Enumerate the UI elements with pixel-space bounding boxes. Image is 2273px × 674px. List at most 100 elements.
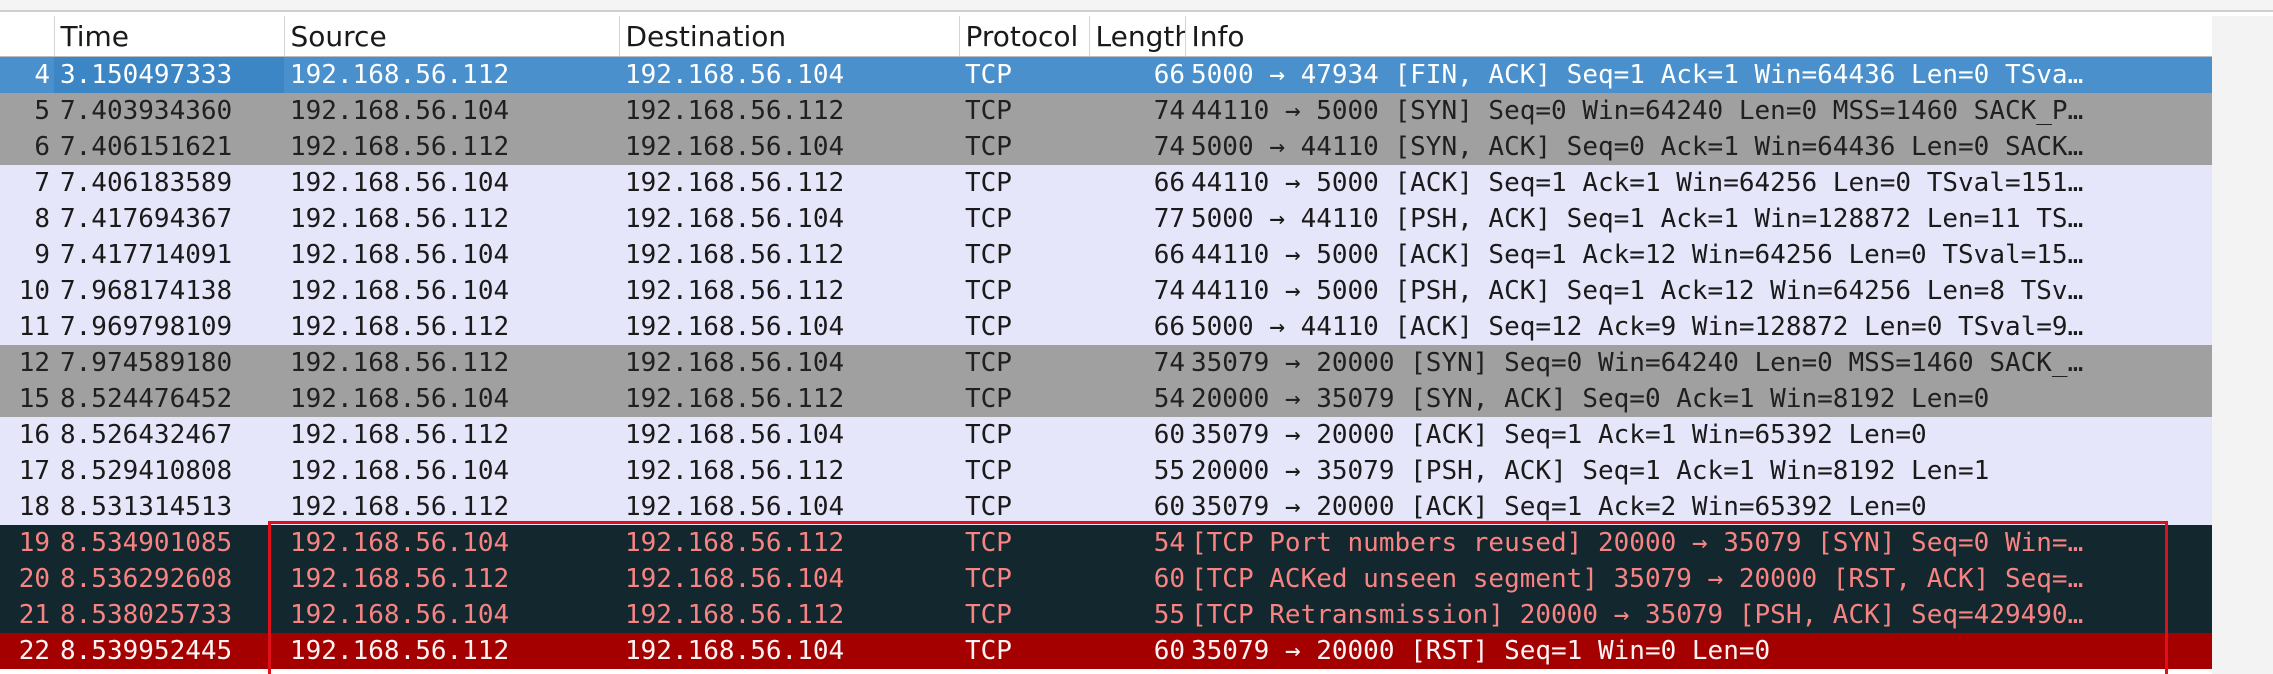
packet-source: 192.168.56.104 bbox=[284, 237, 619, 273]
packet-info: 35079 → 20000 [ACK] Seq=1 Ack=2 Win=6539… bbox=[1185, 489, 2212, 525]
packet-number: 12 bbox=[0, 345, 54, 381]
packet-info: 20000 → 35079 [PSH, ACK] Seq=1 Ack=1 Win… bbox=[1185, 453, 2212, 489]
packet-length: 54 bbox=[1089, 525, 1185, 561]
packet-time: 8.534901085 bbox=[54, 525, 284, 561]
packet-protocol: TCP bbox=[959, 56, 1089, 93]
packet-protocol: TCP bbox=[959, 165, 1089, 201]
packet-number: 15 bbox=[0, 381, 54, 417]
packet-time: 7.417714091 bbox=[54, 237, 284, 273]
packet-number: 19 bbox=[0, 525, 54, 561]
packet-number: 5 bbox=[0, 93, 54, 129]
packet-protocol: TCP bbox=[959, 381, 1089, 417]
packet-source: 192.168.56.104 bbox=[284, 273, 619, 309]
packet-info: [TCP Retransmission] 20000 → 35079 [PSH,… bbox=[1185, 597, 2212, 633]
packet-length: 60 bbox=[1089, 633, 1185, 669]
packet-length: 74 bbox=[1089, 273, 1185, 309]
packet-list-table: Time Source Destination Protocol Length … bbox=[0, 16, 2212, 669]
packet-time: 8.531314513 bbox=[54, 489, 284, 525]
packet-source: 192.168.56.112 bbox=[284, 345, 619, 381]
packet-destination: 192.168.56.112 bbox=[619, 453, 959, 489]
packet-row[interactable]: 16 8.526432467 192.168.56.112 192.168.56.10… bbox=[0, 417, 2212, 453]
packet-protocol: TCP bbox=[959, 309, 1089, 345]
packet-time: 8.526432467 bbox=[54, 417, 284, 453]
packet-source: 192.168.56.104 bbox=[284, 453, 619, 489]
packet-source: 192.168.56.112 bbox=[284, 561, 619, 597]
packet-row[interactable]: 7 7.406183589 192.168.56.104 192.168.56.112… bbox=[0, 165, 2212, 201]
column-header-no[interactable] bbox=[0, 16, 55, 57]
packet-row[interactable]: 4 3.150497333 192.168.56.112 192.168.56.104… bbox=[0, 56, 2212, 93]
packet-time: 8.538025733 bbox=[54, 597, 284, 633]
packet-info: 5000 → 44110 [ACK] Seq=12 Ack=9 Win=1288… bbox=[1185, 309, 2212, 345]
packet-source: 192.168.56.112 bbox=[284, 633, 619, 669]
packet-row[interactable]: 20 8.536292608 192.168.56.112 192.168.56.10… bbox=[0, 561, 2212, 597]
column-header-time[interactable]: Time bbox=[54, 16, 285, 57]
packet-row[interactable]: 11 7.969798109 192.168.56.112 192.168.56.10… bbox=[0, 309, 2212, 345]
packet-row[interactable]: 12 7.974589180 192.168.56.112 192.168.56.10… bbox=[0, 345, 2212, 381]
packet-row[interactable]: 22 8.539952445 192.168.56.112 192.168.56.10… bbox=[0, 633, 2212, 669]
packet-destination: 192.168.56.104 bbox=[619, 489, 959, 525]
packet-rows: 4 3.150497333 192.168.56.112 192.168.56.104… bbox=[0, 56, 2212, 669]
packet-row[interactable]: 19 8.534901085 192.168.56.104 192.168.56.11… bbox=[0, 525, 2212, 561]
packet-time: 8.536292608 bbox=[54, 561, 284, 597]
packet-destination: 192.168.56.112 bbox=[619, 381, 959, 417]
column-header-source[interactable]: Source bbox=[284, 16, 620, 57]
packet-time: 7.974589180 bbox=[54, 345, 284, 381]
packet-number: 7 bbox=[0, 165, 54, 201]
packet-row[interactable]: 5 7.403934360 192.168.56.104 192.168.56.112… bbox=[0, 93, 2212, 129]
packet-source: 192.168.56.112 bbox=[284, 489, 619, 525]
column-header-destination[interactable]: Destination bbox=[619, 16, 960, 57]
packet-protocol: TCP bbox=[959, 129, 1089, 165]
packet-source: 192.168.56.104 bbox=[284, 597, 619, 633]
column-header-info[interactable]: Info bbox=[1185, 16, 2212, 57]
packet-source: 192.168.56.104 bbox=[284, 165, 619, 201]
packet-number: 11 bbox=[0, 309, 54, 345]
packet-length: 66 bbox=[1089, 309, 1185, 345]
packet-protocol: TCP bbox=[959, 201, 1089, 237]
packet-row[interactable]: 17 8.529410808 192.168.56.104 192.168.56.11… bbox=[0, 453, 2212, 489]
packet-info: 35079 → 20000 [ACK] Seq=1 Ack=1 Win=6539… bbox=[1185, 417, 2212, 453]
packet-number: 22 bbox=[0, 633, 54, 669]
packet-destination: 192.168.56.104 bbox=[619, 201, 959, 237]
packet-number: 20 bbox=[0, 561, 54, 597]
packet-number: 9 bbox=[0, 237, 54, 273]
packet-destination: 192.168.56.104 bbox=[619, 309, 959, 345]
column-header-protocol[interactable]: Protocol bbox=[959, 16, 1090, 57]
packet-row[interactable]: 18 8.531314513 192.168.56.112 192.168.56.10… bbox=[0, 489, 2212, 525]
packet-row[interactable]: 21 8.538025733 192.168.56.104 192.168.56.11… bbox=[0, 597, 2212, 633]
packet-info: [TCP Port numbers reused] 20000 → 35079 … bbox=[1185, 525, 2212, 561]
packet-length: 74 bbox=[1089, 93, 1185, 129]
packet-number: 6 bbox=[0, 129, 54, 165]
packet-protocol: TCP bbox=[959, 237, 1089, 273]
packet-source: 192.168.56.112 bbox=[284, 56, 619, 93]
packet-length: 77 bbox=[1089, 201, 1185, 237]
packet-destination: 192.168.56.112 bbox=[619, 237, 959, 273]
packet-protocol: TCP bbox=[959, 417, 1089, 453]
packet-destination: 192.168.56.104 bbox=[619, 345, 959, 381]
packet-row[interactable]: 9 7.417714091 192.168.56.104 192.168.56.112… bbox=[0, 237, 2212, 273]
column-header-row: Time Source Destination Protocol Length … bbox=[0, 16, 2212, 57]
packet-info: 44110 → 5000 [SYN] Seq=0 Win=64240 Len=0… bbox=[1185, 93, 2212, 129]
packet-info: 44110 → 5000 [ACK] Seq=1 Ack=12 Win=6425… bbox=[1185, 237, 2212, 273]
column-header-length[interactable]: Length bbox=[1089, 16, 1186, 57]
packet-length: 60 bbox=[1089, 561, 1185, 597]
packet-row[interactable]: 6 7.406151621 192.168.56.112 192.168.56.104… bbox=[0, 129, 2212, 165]
packet-row[interactable]: 15 8.524476452 192.168.56.104 192.168.56.11… bbox=[0, 381, 2212, 417]
packet-protocol: TCP bbox=[959, 273, 1089, 309]
packet-source: 192.168.56.112 bbox=[284, 201, 619, 237]
packet-protocol: TCP bbox=[959, 345, 1089, 381]
packet-length: 55 bbox=[1089, 453, 1185, 489]
packet-number: 18 bbox=[0, 489, 54, 525]
packet-source: 192.168.56.104 bbox=[284, 525, 619, 561]
packet-length: 60 bbox=[1089, 417, 1185, 453]
packet-time: 8.524476452 bbox=[54, 381, 284, 417]
packet-length: 60 bbox=[1089, 489, 1185, 525]
packet-row[interactable]: 10 7.968174138 192.168.56.104 192.168.56.11… bbox=[0, 273, 2212, 309]
packet-source: 192.168.56.112 bbox=[284, 129, 619, 165]
packet-number: 8 bbox=[0, 201, 54, 237]
packet-row[interactable]: 8 7.417694367 192.168.56.112 192.168.56.104… bbox=[0, 201, 2212, 237]
packet-info: 5000 → 44110 [SYN, ACK] Seq=0 Ack=1 Win=… bbox=[1185, 129, 2212, 165]
packet-protocol: TCP bbox=[959, 489, 1089, 525]
scrollbar-gutter[interactable] bbox=[2212, 16, 2273, 674]
packet-destination: 192.168.56.112 bbox=[619, 525, 959, 561]
packet-destination: 192.168.56.112 bbox=[619, 597, 959, 633]
